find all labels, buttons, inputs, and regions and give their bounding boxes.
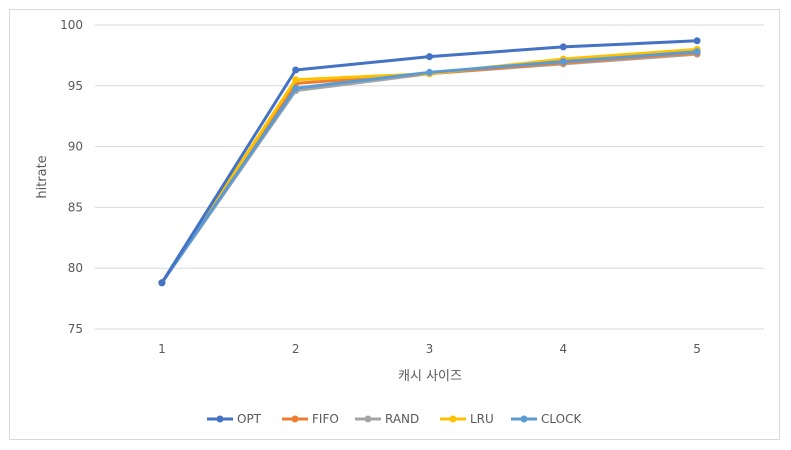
y-tick-label: 90 (68, 140, 83, 154)
series-clock (158, 48, 701, 287)
x-axis-ticks: 1 2 3 4 5 (158, 342, 701, 356)
legend-item-clock: CLOCK (511, 412, 582, 426)
legend-label: FIFO (312, 412, 339, 426)
x-axis-title: 캐시 사이즈 (398, 369, 462, 384)
x-tick-label: 3 (426, 342, 434, 356)
legend-swatch-marker (216, 415, 224, 423)
y-tick-label: 80 (68, 261, 83, 275)
series-lru (158, 45, 701, 287)
x-tick-label: 4 (559, 342, 567, 356)
y-tick-label: 95 (68, 79, 83, 93)
legend-swatch-marker (291, 415, 299, 423)
legend-label: CLOCK (541, 412, 582, 426)
data-point (426, 68, 433, 76)
series-line (160, 50, 699, 285)
series-lines (158, 37, 701, 287)
legend-item-lru: LRU (440, 412, 494, 426)
y-axis-title: hitrate (35, 155, 50, 198)
series-opt (158, 37, 701, 287)
legend-swatch-marker (449, 415, 457, 423)
legend-swatch-marker (520, 415, 528, 423)
data-point (158, 279, 166, 287)
legend-label: RAND (385, 412, 419, 426)
data-point (559, 57, 567, 65)
data-point (426, 53, 433, 61)
x-tick-label: 1 (158, 342, 166, 356)
data-point (693, 48, 701, 56)
legend-item-fifo: FIFO (282, 412, 339, 426)
x-tick-label: 2 (292, 342, 300, 356)
legend-swatch-marker (364, 415, 372, 423)
data-point (292, 84, 300, 92)
y-tick-label: 100 (60, 18, 83, 32)
data-point (292, 76, 300, 84)
data-point (559, 43, 567, 51)
x-tick-label: 5 (693, 342, 701, 356)
y-axis-ticks: 75 80 85 90 95 100 (60, 18, 83, 336)
gridlines (95, 24, 764, 330)
chart-frame (9, 9, 780, 440)
legend-item-opt: OPT (207, 412, 262, 426)
data-point (292, 66, 300, 74)
legend-label: LRU (470, 412, 494, 426)
legend-label: OPT (237, 412, 262, 426)
y-tick-label: 75 (68, 322, 83, 336)
data-point (693, 37, 701, 45)
y-tick-label: 85 (68, 200, 83, 214)
legend-item-rand: RAND (355, 412, 419, 426)
legend: OPT FIFO RAND LRU CLOCK (207, 412, 582, 426)
